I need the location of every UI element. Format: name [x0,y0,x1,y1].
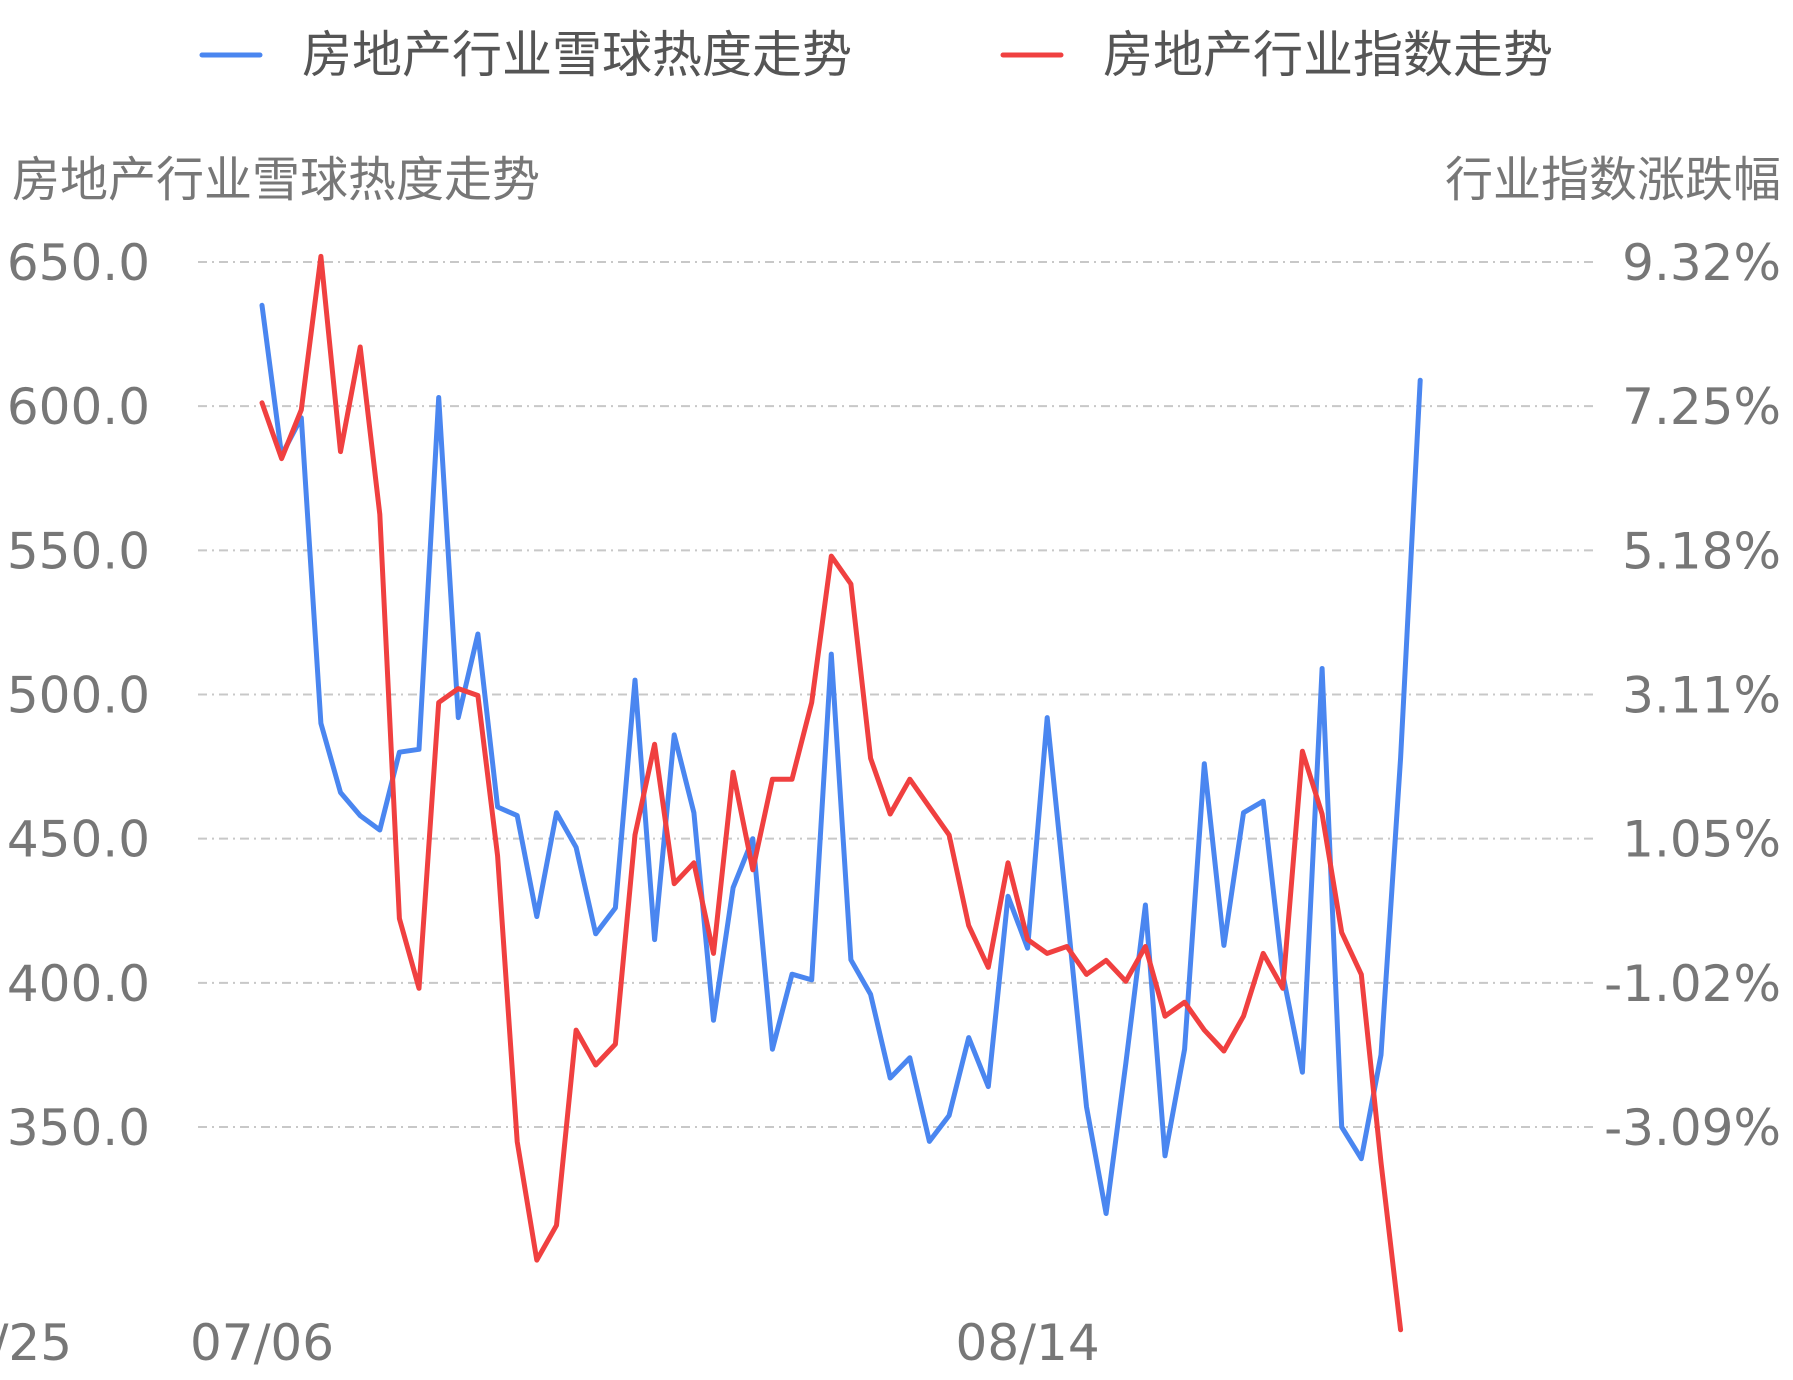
left-tick-label: 400.0 [7,955,150,1013]
series-line-index [259,253,1404,1333]
left-tick-label: 350.0 [7,1099,150,1157]
left-tick-label: 550.0 [7,522,150,580]
right-tick-label: 5.18% [1622,522,1781,580]
right-tick-label: 3.11% [1622,667,1781,725]
x-tick-label: 08/14 [956,1314,1100,1372]
left-axis-ticks: 650.0 600.0 550.0 500.0 450.0 400.0 350.0 [7,234,150,1157]
right-tick-label: 1.05% [1622,811,1781,869]
right-axis-ticks: 9.32% 7.25% 5.18% 3.11% 1.05% -1.02% -3.09% [1604,234,1781,1157]
series-lines [259,253,1423,1333]
x-tick-label: 09/25 [0,1314,72,1372]
legend-label: 房地产行业指数走势 [1103,26,1553,84]
left-tick-label: 500.0 [7,667,150,725]
left-tick-label: 650.0 [7,234,150,292]
right-tick-label: 9.32% [1622,234,1781,292]
right-axis-title: 行业指数涨跌幅 [1445,152,1781,208]
grid-lines [198,261,1595,1128]
left-axis-title: 房地产行业雪球热度走势 [12,152,540,208]
right-tick-label: -3.09% [1604,1099,1781,1157]
right-tick-label: -1.02% [1604,955,1781,1013]
series-line-heat [259,302,1423,1216]
left-tick-label: 450.0 [7,811,150,869]
right-tick-label: 7.25% [1622,378,1781,436]
x-axis-ticks: 07/06 08/14 09/25 [0,1314,1100,1372]
legend-label: 房地产行业雪球热度走势 [302,26,852,84]
legend: 房地产行业雪球热度走势 房地产行业指数走势 [199,26,1553,84]
x-tick-label: 07/06 [190,1314,334,1372]
left-tick-label: 600.0 [7,378,150,436]
